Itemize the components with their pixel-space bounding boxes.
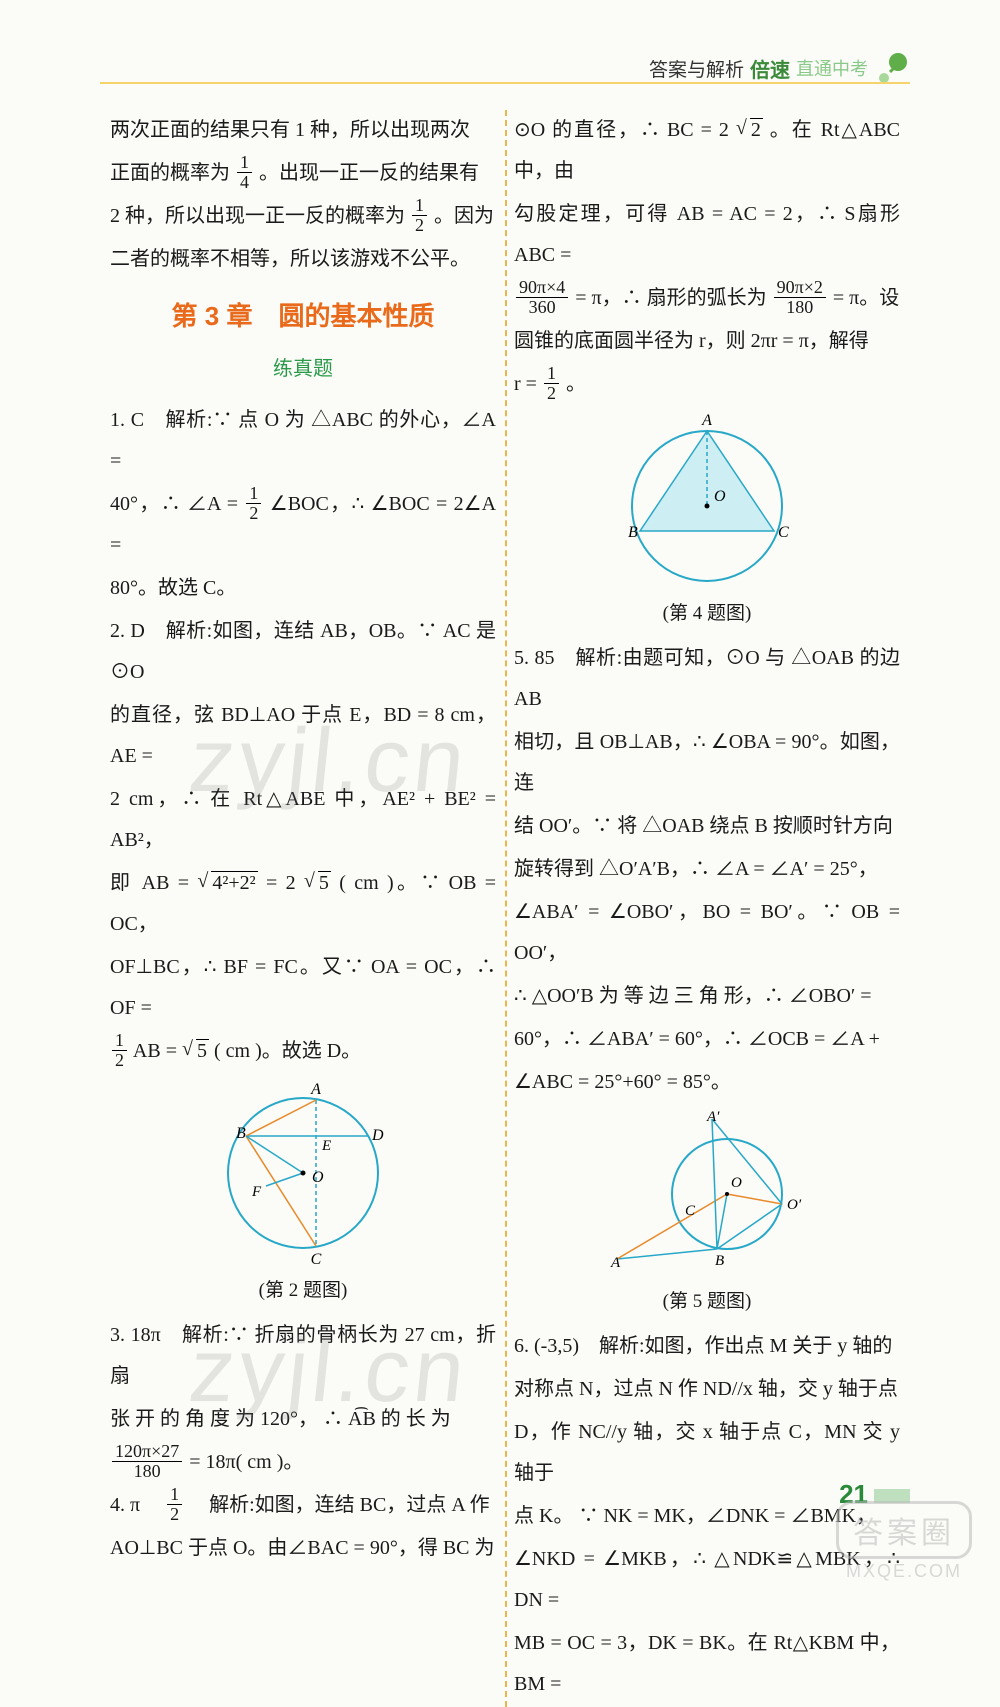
q5-line: 相切，且 OB⊥AB，∴ ∠OBA = 90°。如图，连 xyxy=(514,722,900,804)
svg-text:O: O xyxy=(714,488,726,505)
figure-caption: (第 2 题图) xyxy=(110,1272,496,1311)
fraction: 12 xyxy=(167,1485,182,1524)
svg-text:O′: O′ xyxy=(787,1197,802,1213)
svg-text:B: B xyxy=(628,524,638,541)
header-rule xyxy=(100,82,910,84)
figure-2: A B D E O F C (第 2 题图) xyxy=(110,1078,496,1311)
page-header: 答案与解析 倍速 直通中考 xyxy=(649,50,910,86)
svg-text:F: F xyxy=(251,1184,262,1200)
fraction: 14 xyxy=(237,153,252,192)
chapter-title: 第 3 章 圆的基本性质 xyxy=(110,290,496,343)
sqrt: 5 xyxy=(182,1031,209,1072)
fraction: 12 xyxy=(544,364,559,403)
header-text: 答案与解析 xyxy=(649,55,744,82)
chapter-sub: 练真题 xyxy=(110,349,496,390)
svg-text:O: O xyxy=(312,1169,324,1186)
q3-line: 120π×27180 = 18π( cm )。 xyxy=(110,1442,496,1483)
q5-line: 结 OO′。∵ 将 △OAB 绕点 B 按顺时针方向 xyxy=(514,806,900,847)
q5-line: ∠ABC = 25°+60° = 85°。 xyxy=(514,1062,900,1103)
sqrt: 5 xyxy=(304,863,331,904)
q3-line: 张 开 的 角 度 为 120°， ∴ A͡B 的 长 为 xyxy=(110,1399,496,1440)
page: 答案与解析 倍速 直通中考 两次正面的结果只有 1 种，所以出现两次 正面的概率… xyxy=(0,0,1000,1600)
svg-text:C: C xyxy=(685,1203,696,1219)
svg-text:E: E xyxy=(321,1138,331,1154)
svg-text:A: A xyxy=(610,1255,621,1271)
footer-brand: 答案圈 MXQE.COM xyxy=(836,1501,972,1582)
fraction: 12 xyxy=(246,484,261,523)
svg-text:A: A xyxy=(310,1081,321,1098)
intro-line: 2 种，所以出现一正一反的概率为 12 。因为 xyxy=(110,196,496,237)
q4-line: AO⊥BC 于点 O。由∠BAC = 90°，得 BC 为 xyxy=(110,1528,496,1569)
column-divider xyxy=(505,110,507,1707)
fraction: 12 xyxy=(112,1031,127,1070)
r-line: 勾股定理，可得 AB = AC = 2，∴ S扇形ABC = xyxy=(514,194,900,276)
fraction: 90π×2180 xyxy=(774,278,826,317)
q2-line: 2. D 解析:如图，连结 AB，OB。∵ AC 是 ⊙O xyxy=(110,611,496,693)
intro-line: 正面的概率为 14 。出现一正一反的结果有 xyxy=(110,153,496,194)
left-column: 两次正面的结果只有 1 种，所以出现两次 正面的概率为 14 。出现一正一反的结… xyxy=(110,110,496,1707)
q2-line: 2 cm，∴ 在 Rt△ABE 中，AE² + BE² = AB²， xyxy=(110,779,496,861)
r-line: ⊙O 的直径，∴ BC = 2 2 。在 Rt△ABC 中，由 xyxy=(514,110,900,192)
figure-5: A B O A′ O′ C (第 5 题图) xyxy=(514,1109,900,1322)
q5-line: 旋转得到 △O′A′B，∴ ∠A = ∠A′ = 25°， xyxy=(514,849,900,890)
header-tail: 直通中考 xyxy=(796,55,868,81)
fraction: 12 xyxy=(412,196,427,235)
right-column: ⊙O 的直径，∴ BC = 2 2 。在 Rt△ABC 中，由 勾股定理，可得 … xyxy=(514,110,900,1707)
fraction: 90π×4360 xyxy=(516,278,568,317)
svg-text:D: D xyxy=(371,1127,384,1144)
q2-line: OF⊥BC，∴ BF = FC。又∵ OA = OC，∴ OF = xyxy=(110,947,496,1029)
svg-text:B: B xyxy=(236,1125,246,1142)
content-area: 两次正面的结果只有 1 种，所以出现两次 正面的概率为 14 。出现一正一反的结… xyxy=(110,110,900,1707)
figure-caption: (第 5 题图) xyxy=(514,1283,900,1322)
q6-line: 6. (-3,5) 解析:如图，作出点 M 关于 y 轴的 xyxy=(514,1326,900,1367)
q1-line: 40°，∴ ∠A = 12 ∠BOC，∴ ∠BOC = 2∠A = xyxy=(110,484,496,566)
sqrt: 2 xyxy=(736,110,763,151)
q6-line: 对称点 N，过点 N 作 ND//x 轴，交 y 轴于点 xyxy=(514,1369,900,1410)
r-line: 圆锥的底面圆半径为 r，则 2πr = π，解得 xyxy=(514,321,900,362)
q2-line: 的直径，弦 BD⊥AO 于点 E，BD = 8 cm，AE = xyxy=(110,695,496,777)
header-brand: 倍速 xyxy=(750,54,790,83)
figure-caption: (第 4 题图) xyxy=(514,595,900,634)
r-line: 90π×4360 = π，∴ 扇形的弧长为 90π×2180 = π。设 xyxy=(514,278,900,319)
svg-text:C: C xyxy=(778,524,789,541)
q5-line: 60°，∴ ∠ABA′ = 60°，∴ ∠OCB = ∠A + xyxy=(514,1019,900,1060)
svg-text:B: B xyxy=(715,1253,724,1269)
q5-line: ∠ABA′ = ∠OBO′，BO = BO′。∵ OB = OO′， xyxy=(514,892,900,974)
fraction: 120π×27180 xyxy=(112,1442,182,1481)
svg-text:A: A xyxy=(701,412,712,429)
svg-text:A′: A′ xyxy=(706,1109,720,1125)
q6-line: MB = OC = 3，DK = BK。在 Rt△KBM 中，BM = xyxy=(514,1623,900,1705)
q5-line: 5. 85 解析:由题可知，⊙O 与 △OAB 的边 AB xyxy=(514,638,900,720)
figure-4: A B C O (第 4 题图) xyxy=(514,411,900,634)
footer-url: MXQE.COM xyxy=(836,1561,972,1582)
header-icon xyxy=(874,50,910,86)
svg-text:C: C xyxy=(311,1251,322,1268)
r-line: r = 12 。 xyxy=(514,364,900,405)
svg-text:O: O xyxy=(731,1175,742,1191)
intro-line: 二者的概率不相等，所以该游戏不公平。 xyxy=(110,239,496,280)
q2-line: 即 AB = 4²+2² = 2 5 ( cm )。∵ OB = OC， xyxy=(110,863,496,945)
q4-line: 4. π 12 解析:如图，连结 BC，过点 A 作 xyxy=(110,1485,496,1526)
q1-line: 1. C 解析:∵ 点 O 为 △ABC 的外心，∠A = xyxy=(110,400,496,482)
intro-line: 两次正面的结果只有 1 种，所以出现两次 xyxy=(110,110,496,151)
footer-bubble: 答案圈 xyxy=(836,1501,972,1559)
q2-line: 12 AB = 5 ( cm )。故选 D。 xyxy=(110,1031,496,1072)
q5-line: ∴ △OO′B 为 等 边 三 角 形，∴ ∠OBO′ = xyxy=(514,976,900,1017)
q3-line: 3. 18π 解析:∵ 折扇的骨柄长为 27 cm，折扇 xyxy=(110,1315,496,1397)
sqrt: 4²+2² xyxy=(197,863,257,904)
q1-line: 80°。故选 C。 xyxy=(110,568,496,609)
